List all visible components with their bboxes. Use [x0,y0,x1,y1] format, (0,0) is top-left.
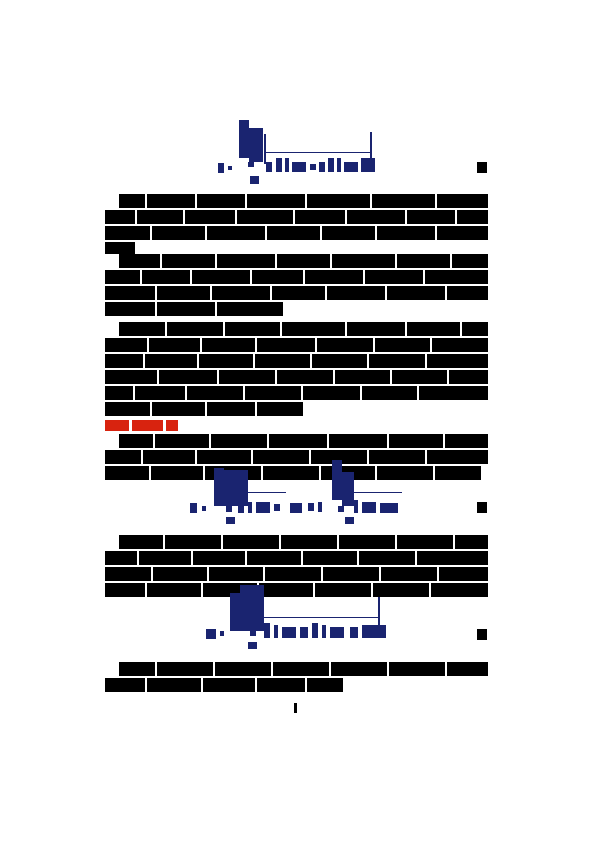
paragraph-2 [105,254,488,318]
equation-3 [206,585,392,651]
page-number-mark [294,703,297,713]
equation-2-number [477,502,487,513]
paragraph-1 [105,194,488,258]
equation-1-number [477,162,487,173]
equation-1 [218,120,378,185]
paragraph-3 [105,322,488,418]
paragraph-5 [105,535,488,599]
paragraph-4 [105,434,488,482]
section-heading [105,420,178,431]
paragraph-6 [105,662,488,694]
equation-2 [190,460,406,526]
equation-3-number [477,629,487,640]
